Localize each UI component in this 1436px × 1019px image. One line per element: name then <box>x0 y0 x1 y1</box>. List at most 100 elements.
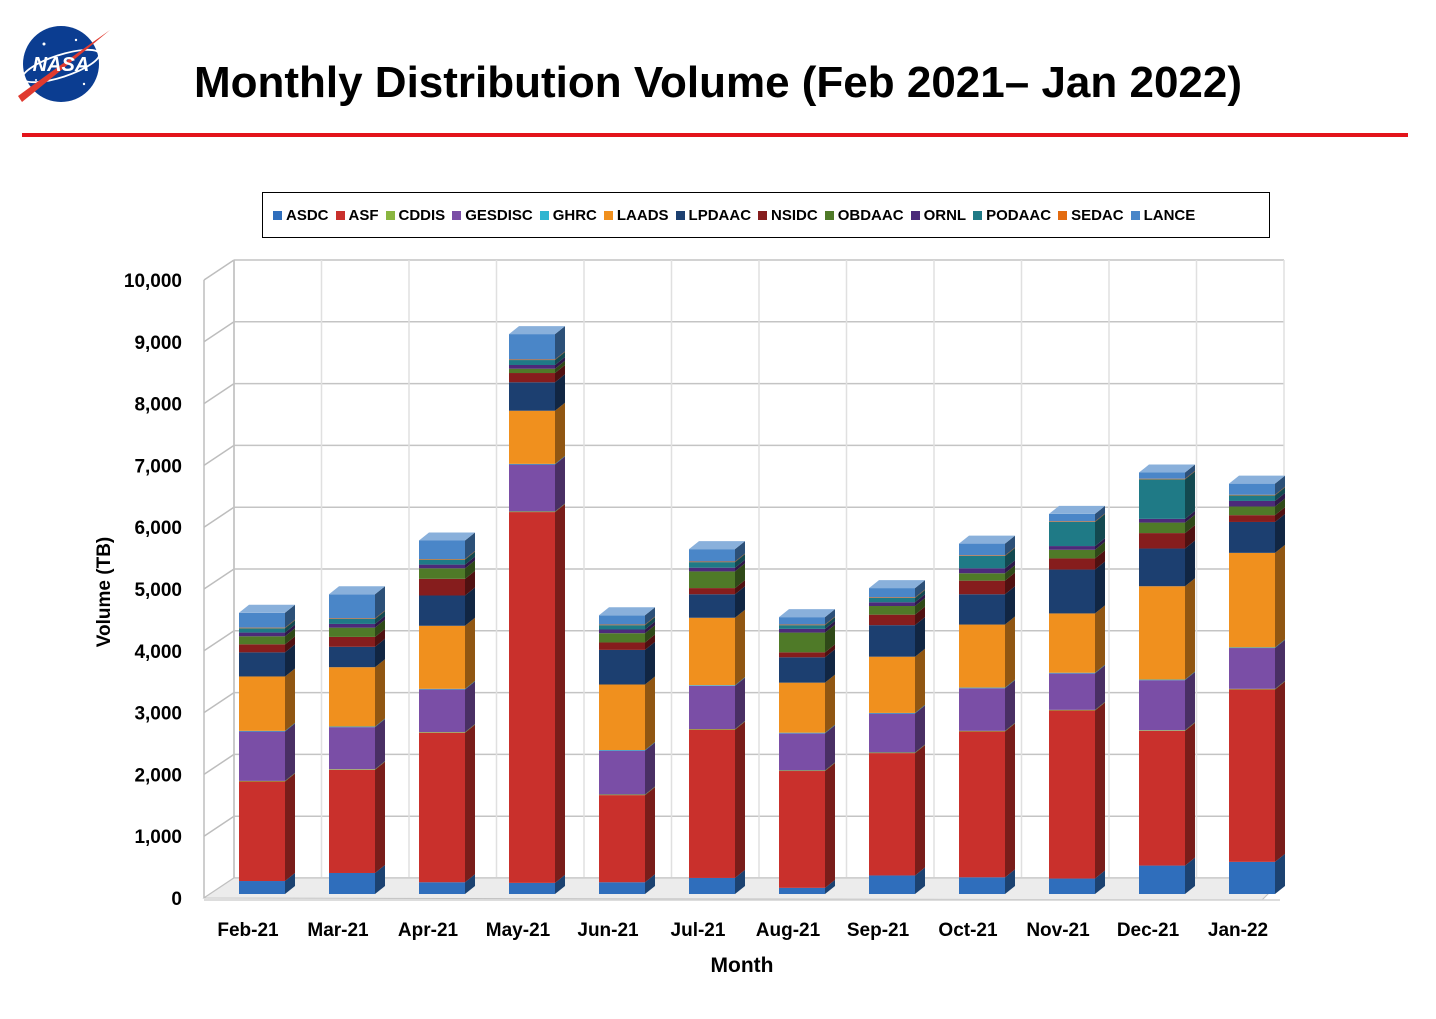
nasa-logo: NASA <box>18 26 110 102</box>
bar-segment <box>509 463 555 465</box>
bar-segment-side <box>1275 486 1285 496</box>
bar-segment <box>689 728 735 730</box>
bar-segment <box>329 667 375 727</box>
bar-segment <box>239 676 285 731</box>
x-tick-label: Apr-21 <box>398 920 459 941</box>
y-tick-label: 7,000 <box>134 456 182 477</box>
bar-segment-side <box>1095 701 1105 711</box>
bar-segment-side <box>1275 498 1285 516</box>
bar-segment <box>239 636 285 645</box>
bar-segment <box>1049 613 1095 673</box>
bar-segment <box>1139 548 1185 587</box>
bar-segment-side <box>1185 722 1195 866</box>
bar-segment <box>1049 710 1095 879</box>
bar-segment <box>419 564 465 569</box>
bar-segment <box>869 875 915 894</box>
bar-segment-side <box>465 681 475 733</box>
bar-segment <box>239 781 285 882</box>
bar-segment <box>1229 648 1275 689</box>
bar-segment <box>1049 546 1095 550</box>
bar-segment-side <box>465 556 475 569</box>
bar-segment <box>1049 569 1095 614</box>
bar-top-face <box>329 586 385 595</box>
bar-segment-side <box>1185 470 1195 480</box>
bar-segment <box>959 594 1005 625</box>
bar-segment <box>779 632 825 653</box>
bar-segment-side <box>915 589 925 603</box>
bar-segment-side <box>1005 723 1015 878</box>
bar-segment-side <box>1005 572 1015 595</box>
bar-segment <box>1229 506 1275 516</box>
bar-segment-side <box>375 610 385 624</box>
bar-top-face <box>959 535 1015 544</box>
bar-segment-side <box>915 648 925 713</box>
bar-segment-side <box>645 607 655 625</box>
bar-segment <box>329 618 375 624</box>
bar-segment-side <box>375 628 385 647</box>
bar-segment <box>869 602 915 607</box>
bar-segment <box>959 568 1005 574</box>
bar-segment <box>689 588 735 595</box>
y-tick-label: 1,000 <box>134 827 182 848</box>
bar-segment <box>689 685 735 686</box>
gridline-side <box>203 444 235 467</box>
bar-segment <box>419 568 465 579</box>
bar-segment-side <box>1005 680 1015 731</box>
bar-top-face <box>1139 464 1195 473</box>
bar-segment <box>599 649 645 685</box>
bar-segment <box>239 652 285 677</box>
bar-segment-side <box>645 742 655 751</box>
x-tick-label: Oct-21 <box>938 920 998 941</box>
gridline-side <box>203 815 235 837</box>
bar-segment-side <box>285 604 295 628</box>
bar-segment-side <box>825 616 835 626</box>
bar-segment-side <box>735 677 745 686</box>
bar-segment-side <box>1005 547 1015 556</box>
bar-segment-side <box>465 724 475 733</box>
bar-segment-side <box>645 634 655 650</box>
x-tick-label: May-21 <box>486 920 551 941</box>
bar-segment <box>1229 861 1275 894</box>
bar-segment-side <box>1095 702 1105 879</box>
x-axis-title: Month <box>711 954 774 977</box>
bar-top-face <box>419 532 475 541</box>
bar-segment-side <box>465 874 475 894</box>
bar-segment-side <box>1005 565 1015 581</box>
bar-segment <box>869 753 915 876</box>
bar-segment-side <box>465 587 475 626</box>
bar-segment-side <box>285 723 295 781</box>
bar-segment-side <box>555 365 565 383</box>
legend-swatch <box>385 210 395 220</box>
bar-segment <box>869 588 915 598</box>
legend-item: PODAAC <box>973 207 1051 224</box>
bar-segment-side <box>465 617 475 689</box>
y-tick-label: 10,000 <box>124 271 182 292</box>
bar-segment-side <box>1095 665 1105 710</box>
bar-segment-side <box>645 641 655 685</box>
bar-segment <box>689 877 735 894</box>
gridline-side <box>203 382 235 405</box>
bar-segment <box>509 373 555 383</box>
bar-segment-side <box>555 456 565 512</box>
bar-segment-side <box>645 874 655 894</box>
bar-segment-side <box>375 659 385 727</box>
bar-segment <box>1139 586 1185 680</box>
bar-segment-side <box>1005 616 1015 688</box>
bar-segment-side <box>555 356 565 369</box>
y-tick-label: 4,000 <box>134 642 182 663</box>
bar-segment-side <box>915 867 925 894</box>
bar-segment-side <box>735 677 745 729</box>
bar-segment-side <box>375 761 385 770</box>
bar-segment-side <box>1095 561 1105 614</box>
legend-swatch <box>539 210 549 220</box>
bar-segment <box>1139 522 1185 534</box>
bar-segment-side <box>825 725 835 771</box>
legend-swatch <box>603 210 613 220</box>
bar-segment-side <box>1095 513 1105 547</box>
bar-segment <box>959 555 1005 556</box>
bar-segment <box>329 769 375 873</box>
bar-segment <box>239 730 285 732</box>
bar-segment <box>599 750 645 795</box>
bar-segment-side <box>375 586 385 619</box>
bar-segment-side <box>1275 513 1285 553</box>
